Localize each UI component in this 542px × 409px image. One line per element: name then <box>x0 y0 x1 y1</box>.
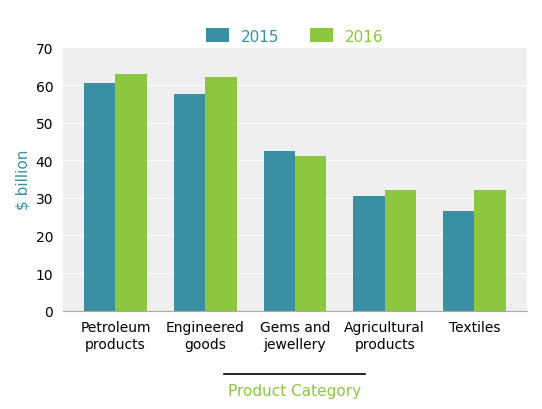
Bar <box>205 78 237 311</box>
Bar <box>263 151 295 311</box>
Bar <box>174 95 205 311</box>
Bar <box>385 191 416 311</box>
Bar <box>295 157 326 311</box>
Bar <box>84 84 115 311</box>
Text: Product Category: Product Category <box>228 383 362 398</box>
Legend: 2015, 2016: 2015, 2016 <box>198 22 391 52</box>
Y-axis label: $ billion: $ billion <box>15 149 30 210</box>
Bar <box>353 196 385 311</box>
Bar <box>115 74 147 311</box>
Bar <box>443 211 474 311</box>
Bar <box>474 191 506 311</box>
